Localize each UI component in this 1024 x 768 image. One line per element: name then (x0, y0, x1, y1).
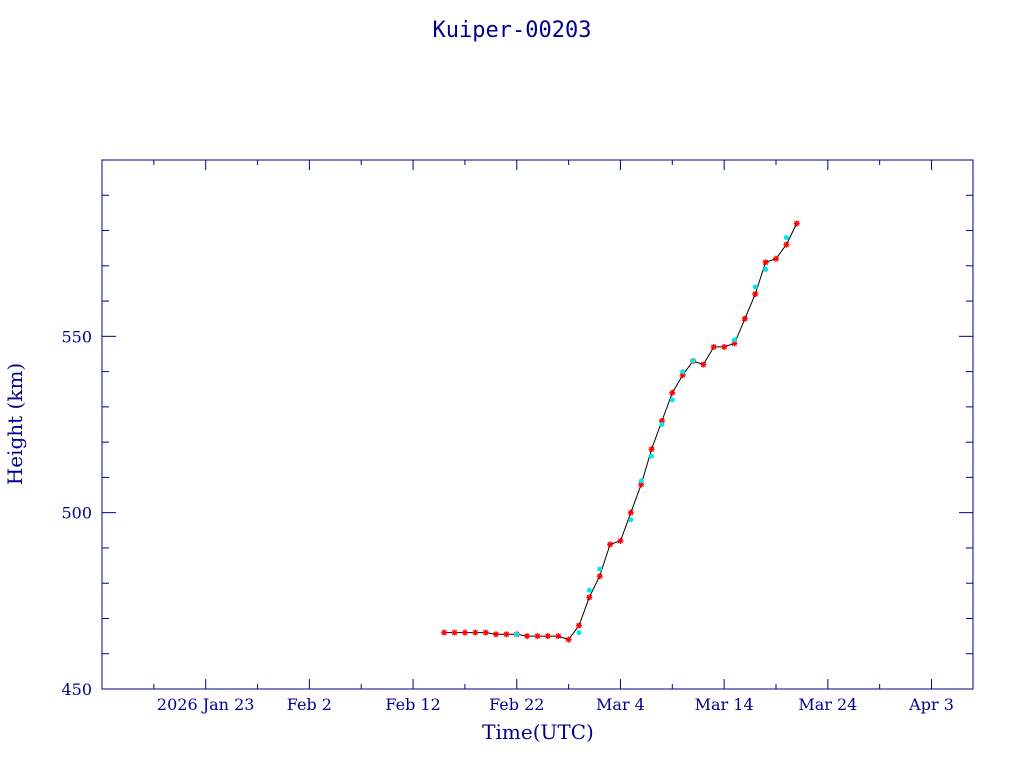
x-tick-label: Feb 2 (287, 695, 332, 714)
data-point-star (607, 541, 614, 548)
data-point-dot (680, 369, 686, 375)
data-point-star (772, 255, 779, 262)
data-point-dot (597, 566, 603, 572)
data-point-star (669, 389, 676, 396)
data-point-dot (586, 587, 592, 593)
data-point-dot (514, 631, 520, 637)
y-axis-label: Height (km) (3, 363, 27, 485)
data-point-dot (659, 422, 665, 427)
data-point-star (493, 631, 500, 638)
x-tick-label: Apr 3 (908, 695, 954, 714)
data-point-star (503, 631, 510, 638)
data-point-star (741, 315, 748, 322)
data-point-star (679, 372, 686, 379)
data-point-dot (732, 337, 738, 343)
data-point-star (534, 633, 541, 640)
x-tick-label: 2026 Jan 23 (157, 695, 255, 714)
data-point-star (586, 594, 593, 601)
y-tick-label: 500 (61, 504, 92, 523)
x-axis: 2026 Jan 23 Feb 2 Feb 12 Feb 22 Mar 4 Mar 14 M… (101, 160, 954, 714)
data-point-dot (576, 630, 582, 636)
data-point-dot (638, 478, 644, 484)
data-point-star (658, 417, 665, 424)
data-point-star (648, 446, 655, 453)
data-point-dot (628, 517, 634, 523)
data-point-star (555, 633, 562, 640)
series-cyan-dots (514, 235, 789, 637)
data-point-star (544, 633, 551, 640)
data-point-star (752, 291, 759, 298)
y-axis: 450 500 550 (61, 159, 973, 699)
x-axis-label: Time(UTC) (482, 720, 594, 744)
x-tick-label: Feb 12 (385, 695, 440, 714)
x-tick-label: Feb 22 (489, 695, 544, 714)
data-point-dot (752, 284, 758, 290)
data-point-star (461, 629, 468, 636)
data-point-dot (783, 235, 789, 241)
data-point-star (700, 361, 707, 368)
x-tick-label: Mar 14 (695, 695, 754, 714)
plot-frame (101, 159, 974, 690)
data-point-star (524, 633, 531, 640)
data-point-star (762, 259, 769, 266)
x-tick-label: Mar 4 (596, 695, 645, 714)
data-point-star (721, 343, 728, 350)
data-point-dot (649, 453, 655, 459)
x-tick-label: Mar 24 (798, 695, 857, 714)
data-point-dot (690, 358, 696, 364)
data-point-star (793, 220, 800, 227)
y-tick-label: 550 (61, 327, 92, 346)
data-point-star (627, 509, 634, 516)
series-red-stars (441, 220, 800, 643)
data-point-star (482, 629, 489, 636)
chart-title: Kuiper-00203 (433, 18, 592, 43)
data-point-star (451, 629, 458, 636)
data-point-star (575, 622, 582, 629)
data-point-star (710, 343, 717, 350)
data-point-dot (669, 397, 675, 403)
data-point-star (441, 629, 448, 636)
data-point-dot (763, 266, 769, 272)
y-tick-label: 450 (61, 680, 92, 699)
data-point-star (472, 629, 479, 636)
data-point-star (565, 636, 572, 643)
trend-line (444, 223, 798, 641)
data-point-star (783, 241, 790, 248)
data-point-star (596, 573, 603, 580)
data-point-star (617, 537, 624, 544)
